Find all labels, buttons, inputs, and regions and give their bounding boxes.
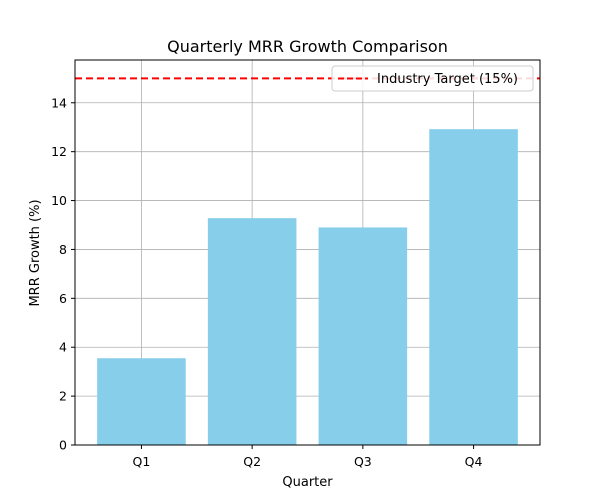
y-axis-label: MRR Growth (%) [28,199,43,306]
x-tick-label: Q3 [354,454,372,469]
y-tick-label: 0 [59,438,67,453]
legend: Industry Target (15%) [331,65,534,92]
x-tick-label: Q2 [243,454,261,469]
bar-q4 [429,129,518,445]
bar-q3 [318,227,408,445]
legend-label-reference-line: Industry Target (15%) [377,72,518,87]
y-tick-label: 10 [51,193,67,208]
y-tick-label: 12 [51,144,67,159]
bar-q2 [207,218,297,445]
y-tick-label: 6 [59,291,67,306]
legend-box [331,65,534,92]
chart-title: Quarterly MRR Growth Comparison [167,37,448,56]
y-tick-label: 4 [59,340,67,355]
plot-frame [74,59,541,446]
y-tick-label: 8 [59,242,67,257]
x-axis-label: Quarter [282,475,333,490]
y-axis-ticks: 0 2 4 6 8 10 12 14 [51,95,75,453]
x-axis-ticks: Q1 Q2 Q3 Q4 [133,445,483,469]
bars [97,129,518,445]
bar-q1 [97,358,186,445]
x-tick-label: Q4 [465,454,483,469]
y-tick-label: 14 [51,95,67,110]
y-tick-label: 2 [59,389,67,404]
x-tick-label: Q1 [133,454,151,469]
